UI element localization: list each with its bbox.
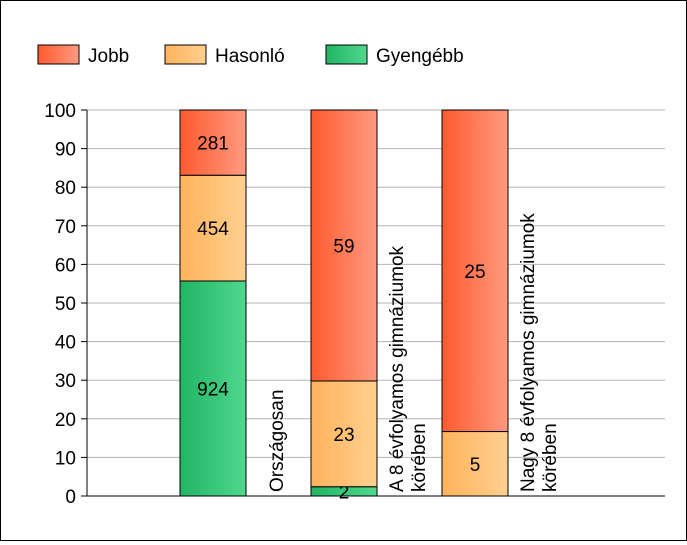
y-tick-label: 60 [55, 255, 76, 276]
y-tick-label: 100 [44, 101, 76, 122]
y-tick-label: 80 [55, 178, 76, 199]
y-tick-label: 50 [55, 294, 76, 315]
legend-label: Gyengébb [376, 46, 464, 67]
category-label: Nagy 8 évfolyamos gimnáziumok [518, 213, 539, 492]
legend-swatch [37, 44, 80, 65]
y-tick-label: 10 [55, 448, 76, 469]
data-label: 23 [333, 425, 354, 446]
y-tick-label: 20 [55, 410, 76, 431]
category-label: körében [540, 423, 561, 492]
y-tick-label: 30 [55, 371, 76, 392]
legend-label: Hasonló [215, 46, 285, 67]
axes: 0 10 20 30 40 50 60 70 80 90 100 [44, 101, 665, 508]
category-label: A 8 évfolyamos gimnáziumok [387, 245, 408, 492]
bars: 924 454 281 2 23 59 5 25 [179, 109, 509, 503]
data-label: 25 [464, 262, 485, 283]
bar-jobb [179, 109, 247, 176]
data-label: 2 [339, 482, 350, 503]
category-label: Országosan [267, 390, 288, 492]
y-tick-label: 40 [55, 333, 76, 354]
y-tick-label: 70 [55, 217, 76, 238]
legend-item-hasonló: Hasonló [164, 44, 285, 67]
data-label: 454 [197, 219, 229, 240]
data-label: 59 [333, 236, 354, 257]
legend-item-gyengébb: Gyengébb [325, 44, 464, 67]
legend: Jobb Hasonló Gyengébb [37, 44, 464, 67]
legend-item-jobb: Jobb [37, 44, 129, 67]
bar-hasonló [179, 174, 247, 282]
category-label: körében [409, 423, 430, 492]
y-tick-label: 0 [65, 487, 76, 508]
legend-label: Jobb [88, 46, 129, 67]
data-label: 5 [470, 455, 481, 476]
bar-jobb [310, 109, 378, 382]
bar-jobb [441, 109, 509, 433]
legend-swatch [164, 44, 207, 65]
data-label: 924 [197, 379, 229, 400]
legend-swatch [325, 44, 368, 65]
data-label: 281 [197, 134, 229, 155]
category-labels: Országosan A 8 évfolyamos gimnáziumok köré… [267, 213, 561, 492]
y-tick-label: 90 [55, 140, 76, 161]
